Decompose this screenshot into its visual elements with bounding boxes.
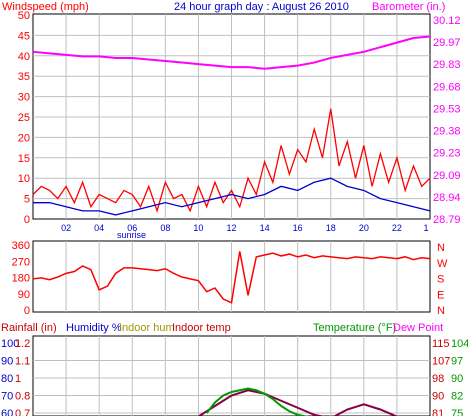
wind-axis-tick: 15 [18, 153, 30, 165]
hour-tick-label: 16 [293, 223, 303, 233]
rain-axis-tick: 0.7 [15, 408, 30, 416]
chart-title: 24 hour graph day : August 26 2010 [174, 1, 349, 13]
wind-axis-tick: 20 [18, 132, 30, 144]
temperature-axis-tick: 75 [451, 408, 463, 416]
windspeed-line [32, 108, 431, 214]
compass-tick: W [437, 258, 448, 270]
barometer-axis-tick: 29.23 [433, 148, 461, 160]
direction-axis-tick: 0 [24, 305, 30, 317]
rain-axis-tick: 0.8 [15, 391, 30, 403]
temperature-line [205, 387, 309, 416]
hour-tick-label: 08 [160, 223, 170, 233]
indoor-temp-axis-tick: 90 [432, 391, 444, 403]
hour-tick-label: 02 [61, 223, 71, 233]
barometer-axis-tick: 29.68 [433, 81, 461, 93]
barometer-axis-tick: 29.83 [433, 59, 461, 71]
dew-point-line [195, 389, 400, 416]
hour-tick-label: 04 [94, 223, 104, 233]
hour-tick-label: 22 [392, 223, 402, 233]
barometer-axis-tick: 29.97 [433, 37, 461, 49]
humidity-axis-tick: 90 [1, 356, 13, 368]
rain-axis-tick: 1.2 [15, 338, 30, 350]
temperature-axis-tick: 82 [451, 391, 463, 403]
wind-axis-tick: 45 [18, 30, 30, 42]
humidity-axis-tick: 80 [1, 373, 13, 385]
wind-axis-tick: 0 [24, 214, 30, 226]
compass-tick: N [437, 305, 445, 317]
direction-axis-tick: 270 [12, 256, 30, 268]
compass-tick: S [437, 274, 444, 286]
temperature-axis-tick: 90 [451, 373, 463, 385]
direction-axis-tick: 90 [18, 289, 30, 301]
direction-axis-tick: 180 [12, 273, 30, 285]
wind-axis-tick: 10 [18, 173, 30, 185]
compass-tick: N [437, 242, 445, 254]
humidity-label: Humidity % [66, 322, 122, 334]
indoor-temp-axis-tick: 98 [432, 373, 444, 385]
hour-tick-label: 06 [127, 223, 137, 233]
indoor-hum-label: Indoor hum [119, 322, 175, 334]
windspeed-label: Windspeed (mph) [2, 1, 89, 13]
hour-tick-label: 10 [193, 223, 203, 233]
indoor-temp-axis-tick: 115 [432, 338, 450, 350]
barometer-axis-tick: 30.12 [433, 15, 461, 27]
temperature-label: Temperature (°F) [313, 322, 396, 334]
barometer-axis-tick: 28.94 [433, 192, 461, 204]
wind-axis-tick: 25 [18, 112, 30, 124]
wind-axis-tick: 5 [24, 194, 30, 206]
hour-tick-label: 20 [359, 223, 369, 233]
rain-axis-tick: 1.1 [15, 356, 30, 368]
compass-tick: E [437, 289, 444, 301]
temperature-axis-tick: 97 [451, 356, 463, 368]
hour-tick-label: 1 [423, 223, 428, 233]
direction-axis-tick: 360 [12, 240, 30, 252]
sunrise-label: sunrise [117, 230, 146, 240]
data-series [32, 35, 431, 416]
wind-axis-tick: 50 [18, 10, 30, 22]
hour-tick-label: 14 [260, 223, 270, 233]
humidity-axis-tick: 70 [1, 391, 13, 403]
grid-lines [33, 14, 430, 416]
indoor-temp-axis-tick: 107 [432, 356, 450, 368]
barometer-axis-tick: 29.38 [433, 126, 461, 138]
barometer-axis-tick: 29.53 [433, 103, 461, 115]
hour-tick-label: 12 [226, 223, 236, 233]
wind-axis-tick: 30 [18, 92, 30, 104]
temperature-axis-tick: 104 [451, 338, 468, 350]
wind-axis-tick: 35 [18, 71, 30, 83]
barometer-axis-tick: 29.09 [433, 170, 461, 182]
indoor-temp-axis-tick: 81 [432, 408, 444, 416]
barometer-label: Barometer (in.) [372, 1, 445, 13]
humidity-axis-tick: 60 [1, 408, 13, 416]
humidity-axis-tick: 100 [1, 338, 19, 350]
indoor-temp-label: Indoor temp [172, 322, 231, 334]
wind-axis-tick: 40 [18, 51, 30, 63]
rainfall-label: Rainfall (in) [1, 322, 57, 334]
wind-average-line [33, 177, 431, 216]
dew-point-label: Dew Point [393, 322, 443, 334]
hour-tick-label: 18 [326, 223, 336, 233]
barometer-axis-tick: 28.79 [433, 214, 461, 226]
tick-labels: 5045403530252015105030.1229.9729.8329.68… [1, 10, 468, 416]
barometer-line [32, 35, 431, 70]
wind-direction-line [32, 251, 431, 304]
rain-axis-tick: 1 [15, 373, 21, 385]
